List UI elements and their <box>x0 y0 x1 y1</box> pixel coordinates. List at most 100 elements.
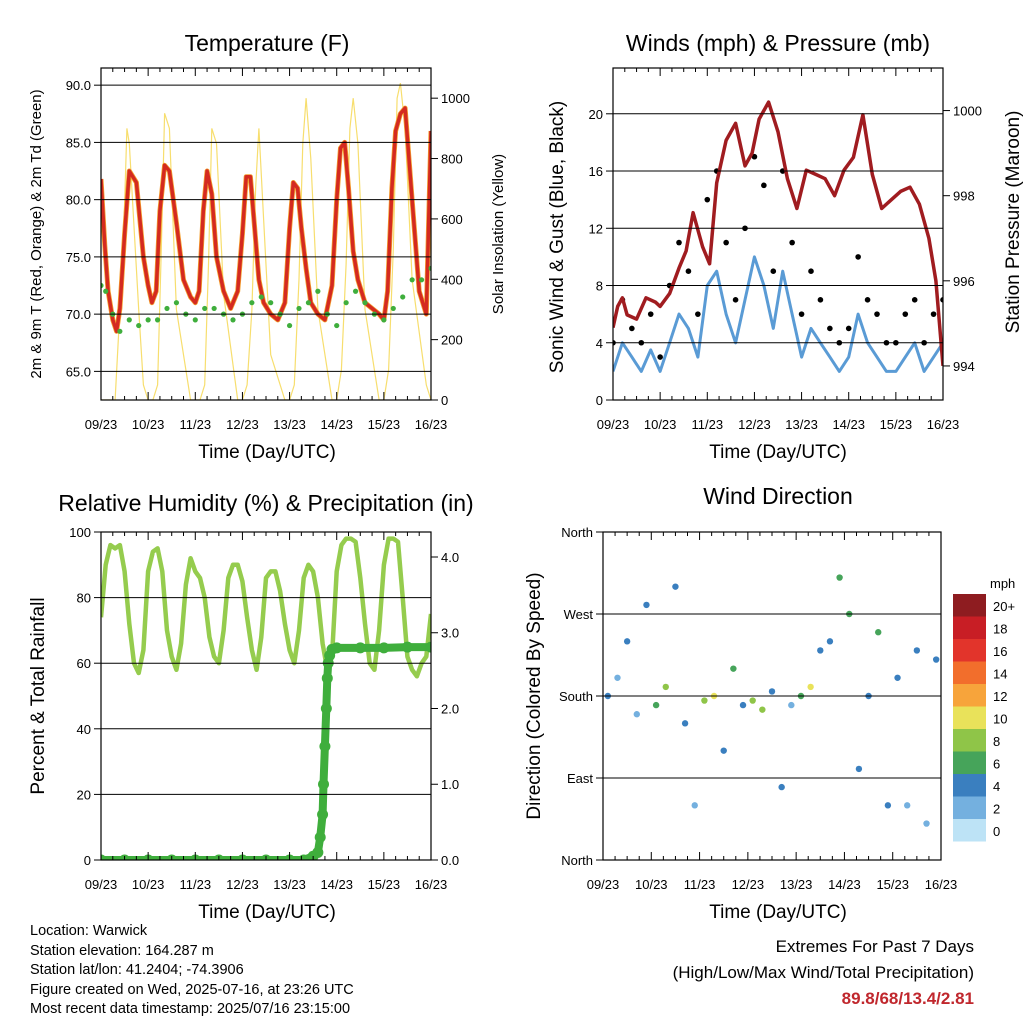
speed-legend-swatch <box>953 616 986 639</box>
x-tick-label: 15/23 <box>876 877 909 892</box>
dewpoint-point <box>315 288 321 294</box>
dewpoint-point <box>192 317 198 323</box>
x-tick-label: 14/23 <box>320 417 353 432</box>
dewpoint-point <box>145 317 151 323</box>
gust-point <box>676 239 682 246</box>
dewpoint-point <box>154 317 161 323</box>
dewpoint-point <box>381 317 387 323</box>
gust-point <box>761 182 767 189</box>
dewpoint-point <box>352 288 359 294</box>
x-tick-label: 12/23 <box>732 877 765 892</box>
x-tick-label: 10/23 <box>132 877 165 892</box>
speed-legend-label: 20+ <box>993 599 1015 614</box>
gust-point <box>770 268 777 275</box>
direction-point <box>807 683 814 691</box>
station-elevation: Station elevation: 164.287 m <box>30 942 214 959</box>
gust-point <box>789 239 795 246</box>
gust-point <box>704 196 711 203</box>
gust-point <box>817 297 824 303</box>
station-location: Location: Warwick <box>30 923 148 939</box>
winds-ylabel-right: Station Pressure (Maroon) <box>1003 111 1024 334</box>
direction-point <box>633 711 640 718</box>
precip-point <box>378 642 390 654</box>
direction-point <box>730 665 737 672</box>
precip-point <box>319 740 331 752</box>
speed-legend-swatch <box>953 819 986 842</box>
direction-point <box>932 656 940 663</box>
y-right-tick-label: 0.0 <box>441 853 459 868</box>
dewpoint-point <box>249 300 255 306</box>
speed-legend-label: 16 <box>993 644 1007 659</box>
temperature-data-layer <box>101 82 431 400</box>
y-tick-label: North <box>561 525 593 540</box>
temperature-xlabel: Time (Day/UTC) <box>198 442 336 463</box>
x-tick-label: 13/23 <box>780 877 813 892</box>
gust-point <box>657 354 663 360</box>
direction-point <box>768 688 776 695</box>
dewpoint-point <box>418 277 425 283</box>
y-right-tick-label: 994 <box>953 359 975 374</box>
precip-point <box>101 854 107 860</box>
x-tick-label: 13/23 <box>785 417 818 432</box>
dewpoint-point <box>103 288 109 294</box>
dewpoint-point <box>343 300 349 306</box>
extremes-subtitle: (High/Low/Max Wind/Total Precipitation) <box>672 963 974 982</box>
winds-ylabel: Sonic Wind & Gust (Blue, Black) <box>547 101 568 373</box>
speed-legend-swatch <box>953 594 986 617</box>
wind-direction-data-layer <box>604 574 940 827</box>
y-right-tick-label: 600 <box>441 212 463 227</box>
dewpoint-point <box>258 294 264 300</box>
x-tick-label: 10/23 <box>132 417 165 432</box>
speed-legend-swatch <box>953 639 986 662</box>
direction-point <box>778 783 785 791</box>
humidity-title: Relative Humidity (%) & Precipitation (i… <box>58 490 473 516</box>
speed-legend-label: 0 <box>993 824 1000 839</box>
dewpoint-point <box>428 265 431 271</box>
temperature-gridlines <box>101 84 431 372</box>
x-tick-label: 16/23 <box>415 417 448 432</box>
gust-point <box>855 254 861 260</box>
y-tick-label: West <box>564 607 594 622</box>
x-tick-label: 11/23 <box>179 877 211 892</box>
x-tick-label: 12/23 <box>226 877 259 892</box>
temperature-panel: Temperature (F) 65.0 70.0 75.0 80.0 85.0 90.0… <box>28 30 507 463</box>
speed-legend-label: 12 <box>993 689 1007 704</box>
gust-point <box>911 297 918 303</box>
speed-legend-label: 18 <box>993 622 1007 637</box>
gust-point <box>723 239 729 246</box>
dewpoint-point <box>202 305 208 312</box>
x-tick-label: 11/23 <box>684 877 716 892</box>
dewpoint-point <box>409 277 415 283</box>
y-tick-label: 80.0 <box>66 193 91 208</box>
x-tick-label: 11/23 <box>179 417 211 432</box>
extremes-title: Extremes For Past 7 Days <box>775 937 974 956</box>
station-info: Location: Warwick Station elevation: 164… <box>30 922 354 1020</box>
y-tick-label: 8 <box>596 279 603 294</box>
direction-point <box>894 674 901 681</box>
precip-point <box>425 641 431 653</box>
x-tick-label: 09/23 <box>85 877 118 892</box>
temperature-title: Temperature (F) <box>185 30 350 56</box>
direction-point <box>739 701 747 709</box>
humidity-panel: Relative Humidity (%) & Precipitation (i… <box>28 490 474 923</box>
y-tick-label: 85.0 <box>66 135 91 150</box>
temperature-plot-frame <box>100 67 432 401</box>
humidity-line <box>101 536 431 679</box>
gust-point <box>798 311 805 317</box>
speed-legend-label: 4 <box>993 779 1000 794</box>
speed-legend-label: 8 <box>993 734 1000 749</box>
speed-legend: mph 20+ 18 16 14 12 10 8 6 4 2 0 <box>953 576 1015 842</box>
y-right-tick-label: 2.0 <box>441 701 459 716</box>
y-tick-label: North <box>561 853 593 868</box>
direction-point <box>662 683 669 691</box>
speed-legend-swatch <box>953 684 986 707</box>
gust-point <box>695 311 701 317</box>
dewpoint-point <box>296 305 302 312</box>
humidity-ticks: 0 20 40 60 80 100 0.0 1.0 2.0 3.0 4.0 09/23 10/23 11/… <box>69 525 459 892</box>
y-right-tick-label: 400 <box>441 272 463 287</box>
winds-ticks: 0 4 8 12 16 20 994 996 998 1000 09/23 10/23 11/23 12/… <box>589 68 982 432</box>
x-tick-label: 15/23 <box>880 417 913 432</box>
direction-point <box>875 629 882 636</box>
temperature-ylabel-right: Solar Insolation (Yellow) <box>490 154 507 314</box>
